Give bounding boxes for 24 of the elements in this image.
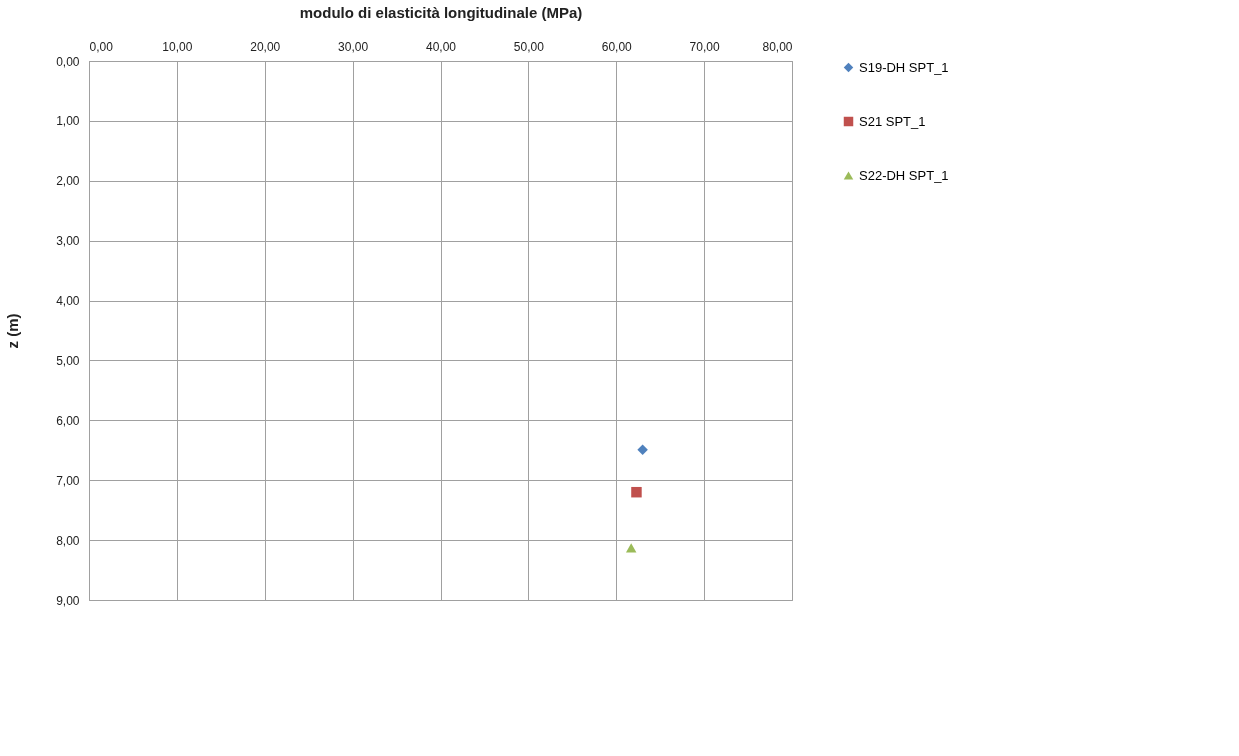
x-tick-label: 60,00 (601, 39, 633, 54)
y-tick-label: 9,00 (56, 593, 80, 608)
x-tick-label: 20,00 (250, 39, 281, 54)
x-tick-label: 70,00 (689, 39, 720, 54)
y-tick-label: 4,00 (56, 294, 80, 309)
y-tick-label: 3,00 (56, 234, 80, 249)
x-tick-label: 10,00 (162, 39, 193, 54)
y-tick-label: 6,00 (56, 413, 80, 428)
y-tick-label: 0,00 (56, 54, 80, 69)
legend-label: S21 SPT_1 (859, 113, 926, 129)
x-tick-label: 0,00 (89, 39, 114, 54)
x-tick-label: 50,00 (513, 39, 545, 54)
y-tick-label: 5,00 (56, 353, 80, 368)
y-axis-title: z (m) (4, 313, 22, 349)
x-tick-label: 40,00 (425, 39, 457, 54)
y-tick-label: 7,00 (56, 473, 80, 488)
x-tick-label: 30,00 (338, 39, 369, 54)
y-tick-label: 8,00 (56, 533, 80, 548)
y-tick-label: 1,00 (56, 114, 80, 129)
legend-label: S19-DH SPT_1 (859, 59, 949, 75)
x-tick-label: 80,00 (762, 39, 793, 54)
legend-label: S22-DH SPT_1 (859, 167, 949, 183)
x-axis-title: modulo di elasticità longitudinale (MPa) (299, 3, 583, 21)
y-tick-label: 2,00 (56, 174, 80, 189)
